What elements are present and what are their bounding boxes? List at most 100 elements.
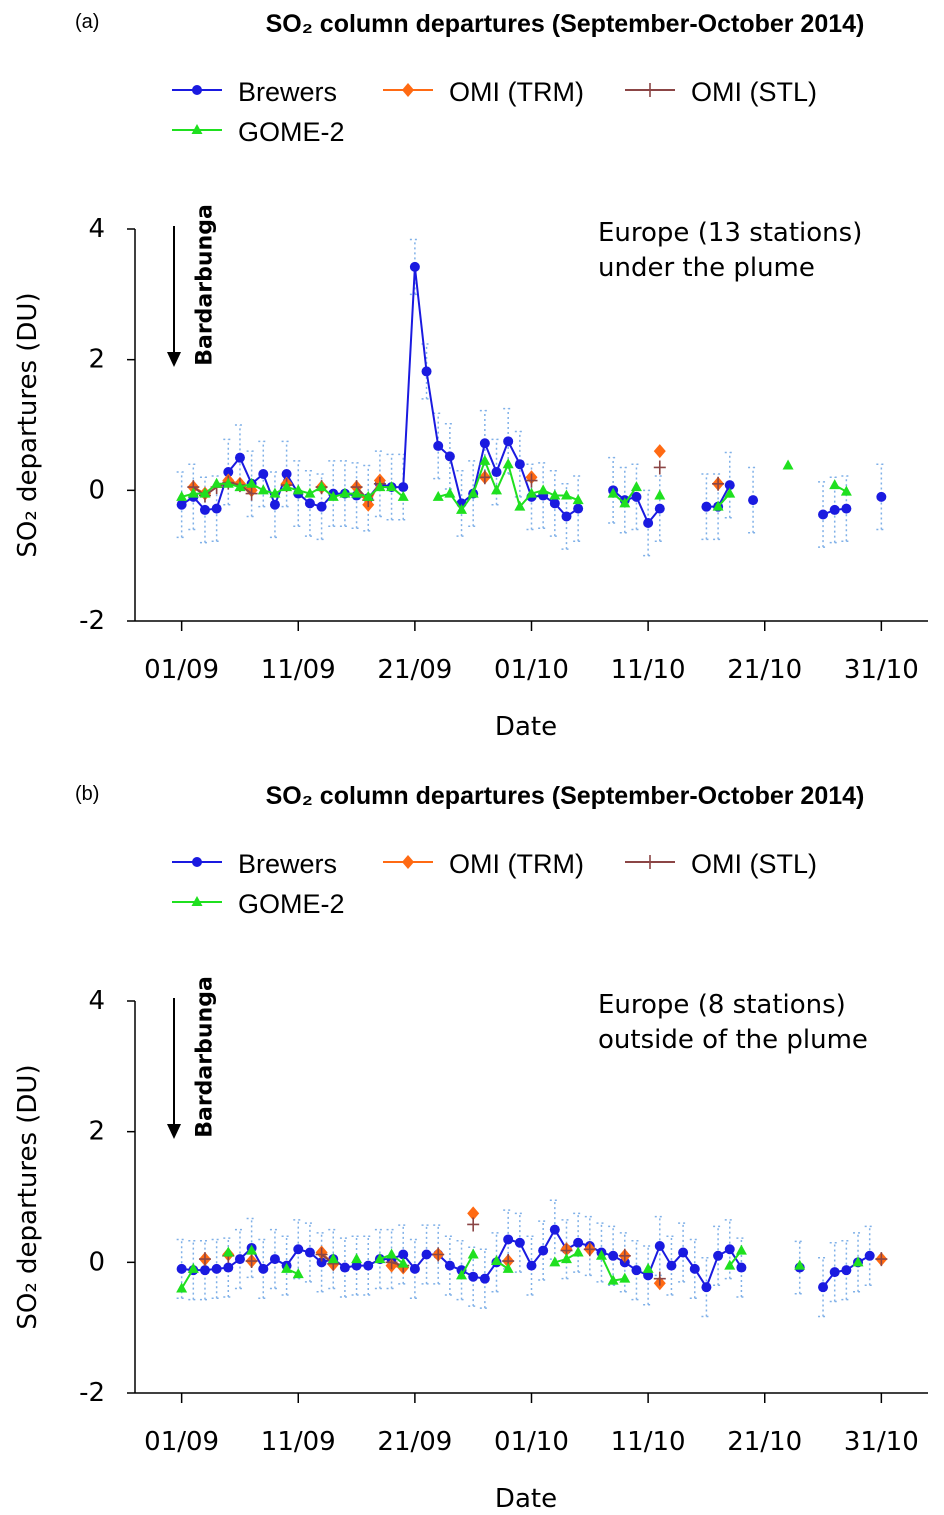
marker	[444, 487, 456, 498]
legend-label: GOME-2	[238, 889, 345, 919]
region-note: outside of the plume	[598, 1025, 868, 1055]
y-axis-label: SO₂ departures (DU)	[13, 292, 43, 557]
marker	[421, 1249, 432, 1260]
marker	[304, 498, 315, 509]
marker	[573, 503, 584, 514]
marker	[316, 501, 327, 512]
marker	[363, 1260, 374, 1271]
marker	[643, 1270, 654, 1281]
marker	[269, 499, 280, 510]
error-bar	[281, 1235, 292, 1296]
marker	[421, 366, 432, 377]
marker	[351, 1253, 363, 1264]
marker	[246, 477, 258, 488]
error-bar	[409, 1238, 420, 1300]
error-bar	[328, 1228, 339, 1290]
marker	[701, 501, 712, 512]
marker	[245, 1254, 258, 1269]
error-bar	[223, 438, 234, 506]
marker	[794, 1259, 806, 1270]
marker	[456, 1269, 468, 1280]
error-bar	[631, 1240, 642, 1301]
marker	[583, 1242, 596, 1257]
error-bar	[351, 1235, 362, 1296]
marker	[572, 494, 584, 505]
y-tick-label: 0	[88, 1247, 105, 1277]
marker	[666, 1260, 677, 1271]
error-bar	[713, 1225, 724, 1286]
marker	[514, 500, 526, 511]
marker	[315, 1247, 328, 1262]
panel-label: (a)	[75, 11, 99, 33]
marker	[642, 1262, 654, 1273]
error-bar	[479, 1248, 490, 1309]
error-bar	[829, 1241, 840, 1303]
error-bar	[561, 483, 572, 550]
marker	[187, 487, 199, 498]
legend-label: OMI (TRM)	[449, 849, 584, 879]
marker	[537, 484, 549, 495]
marker	[478, 470, 491, 485]
marker	[292, 484, 304, 495]
marker	[549, 498, 560, 509]
marker	[211, 1263, 222, 1274]
error-bar	[608, 1225, 619, 1286]
marker	[467, 1206, 480, 1221]
legend-label: GOME-2	[238, 117, 345, 147]
error-bar	[491, 1232, 502, 1293]
error-bar	[724, 451, 735, 519]
marker	[339, 487, 351, 498]
marker	[456, 503, 468, 514]
error-bar	[526, 463, 537, 531]
marker	[631, 1265, 642, 1276]
event-arrowhead	[167, 1124, 181, 1139]
marker	[608, 1250, 619, 1261]
x-tick-label: 11/09	[261, 655, 336, 685]
error-bar	[304, 469, 315, 537]
legend-marker	[191, 896, 203, 906]
marker	[782, 459, 794, 470]
marker	[654, 503, 665, 514]
marker	[258, 469, 269, 479]
marker	[351, 487, 363, 498]
marker	[468, 1271, 479, 1282]
marker	[176, 1282, 188, 1293]
marker	[689, 1263, 700, 1274]
error-bar	[468, 460, 479, 528]
marker	[514, 1237, 525, 1248]
x-tick-label: 01/10	[494, 655, 569, 685]
legend-marker	[402, 855, 414, 869]
marker	[199, 487, 211, 498]
chart-title: SO₂ column departures (September-October…	[266, 10, 865, 38]
marker	[491, 484, 503, 495]
marker	[444, 1260, 455, 1271]
marker	[304, 487, 316, 498]
y-tick-label: 4	[88, 986, 105, 1016]
error-bar	[433, 1224, 444, 1285]
marker	[234, 1254, 245, 1265]
marker	[654, 1241, 665, 1251]
error-bar	[211, 475, 222, 543]
marker	[491, 1255, 503, 1266]
error-bar	[398, 1224, 409, 1285]
error-bar	[514, 1212, 525, 1273]
event-label: Bardarbunga	[193, 976, 218, 1138]
error-bar	[468, 1246, 479, 1307]
x-tick-label: 01/10	[494, 1427, 569, 1457]
error-bar	[561, 1219, 572, 1280]
marker	[281, 469, 292, 479]
chart-panel: (a) SO₂ column departures (September-Octo…	[13, 10, 928, 742]
error-bar	[713, 473, 724, 541]
marker	[631, 491, 642, 502]
x-tick-label: 21/09	[377, 1427, 452, 1457]
marker	[818, 509, 829, 520]
error-bar	[573, 1212, 584, 1273]
error-bar	[386, 453, 397, 521]
error-bar	[176, 471, 187, 539]
error-bar	[328, 460, 339, 528]
marker	[653, 444, 666, 459]
error-bar	[619, 1232, 630, 1293]
error-bar	[631, 463, 642, 531]
error-bar	[584, 1215, 595, 1277]
marker	[223, 1262, 234, 1273]
